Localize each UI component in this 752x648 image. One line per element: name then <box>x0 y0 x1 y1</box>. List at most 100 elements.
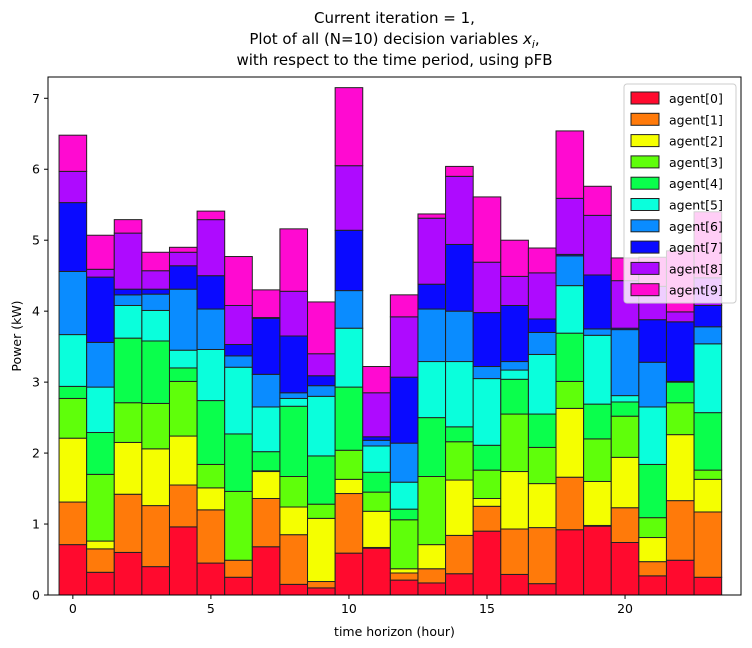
bar-segment-agent3-hour-19 <box>583 438 612 482</box>
bar-segment-agent6-hour-17 <box>527 331 557 355</box>
bar-segment-agent7-hour-8 <box>279 335 309 394</box>
bar-segment-agent3-hour-4 <box>168 380 198 437</box>
bar-segment-agent4-hour-20 <box>610 401 640 417</box>
bar-segment-agent0-hour-14 <box>445 573 474 596</box>
bar-segment-agent5-hour-10 <box>334 327 364 388</box>
bar-segment-agent0-hour-13 <box>417 582 447 596</box>
bar-segment-agent9-hour-4 <box>168 246 198 253</box>
bar-segment-agent9-hour-9 <box>307 301 336 355</box>
bar-segment-agent0-hour-0 <box>58 544 88 596</box>
bar-segment-agent2-hour-16 <box>500 471 529 530</box>
bar-segment-agent3-hour-17 <box>527 446 557 485</box>
bar-segment-agent4-hour-14 <box>445 426 474 443</box>
chart-title: Current iteration = 1, Plot of all (N=10)… <box>236 9 552 69</box>
bar-segment-agent7-hour-1 <box>86 276 115 343</box>
bar-segment-agent8-hour-12 <box>389 316 419 378</box>
bar-segment-agent8-hour-16 <box>500 275 529 306</box>
bar-segment-agent4-hour-3 <box>141 340 170 404</box>
bar-segment-agent7-hour-5 <box>196 275 226 310</box>
bar-segment-agent9-hour-11 <box>362 366 391 394</box>
bar-segment-agent3-hour-0 <box>58 397 88 439</box>
bar-segment-agent1-hour-3 <box>141 505 170 568</box>
x-tick-label: 20 <box>617 601 633 616</box>
bar-segment-agent7-hour-6 <box>224 344 253 357</box>
legend-swatch <box>630 112 660 126</box>
bar-segment-agent2-hour-0 <box>58 437 88 503</box>
bar-segment-agent4-hour-0 <box>58 385 88 399</box>
bar-segment-agent6-hour-20 <box>610 329 640 397</box>
bar-segment-agent0-hour-6 <box>224 576 253 596</box>
bar-segment-agent2-hour-14 <box>445 479 474 536</box>
bar-segment-agent7-hour-4 <box>168 265 198 290</box>
bar-segment-agent7-hour-21 <box>638 319 667 363</box>
bar-segment-agent9-hour-7 <box>251 289 281 319</box>
bar-segment-agent2-hour-18 <box>555 407 585 478</box>
bar-segment-agent9-hour-19 <box>583 185 612 216</box>
bar-segment-agent8-hour-15 <box>472 261 502 314</box>
bar-segment-agent1-hour-21 <box>638 561 667 577</box>
legend-swatch <box>630 134 660 148</box>
bar-segment-agent3-hour-3 <box>141 402 170 450</box>
bar-segment-agent4-hour-11 <box>362 471 391 493</box>
legend-label: agent[4] <box>669 176 723 191</box>
bar-segment-agent0-hour-3 <box>141 566 170 596</box>
bar-segment-agent3-hour-22 <box>665 402 695 436</box>
bar-segment-agent3-hour-12 <box>389 519 419 570</box>
bar-segment-agent7-hour-15 <box>472 312 502 368</box>
legend-swatch <box>630 198 660 211</box>
bar-segment-agent7-hour-16 <box>500 304 529 363</box>
bar-segment-agent8-hour-3 <box>141 270 170 290</box>
bar-segment-agent3-hour-20 <box>610 415 640 458</box>
bar-segment-agent0-hour-8 <box>279 583 309 596</box>
bar-segment-agent4-hour-2 <box>113 337 143 404</box>
bar-segment-agent5-hour-23 <box>693 343 723 414</box>
bar-segment-agent8-hour-10 <box>334 165 364 231</box>
bar-segment-agent2-hour-12 <box>389 568 419 574</box>
y-tick-label: 6 <box>32 162 40 177</box>
bar-segment-agent7-hour-10 <box>334 229 364 292</box>
bar-segment-agent9-hour-8 <box>279 228 309 292</box>
y-axis-ticks: 0 1 2 3 4 5 6 7 <box>32 91 48 603</box>
bar-segment-agent9-hour-3 <box>141 251 170 272</box>
bar-segment-agent5-hour-20 <box>610 395 640 403</box>
bar-segment-agent8-hour-13 <box>417 217 447 285</box>
bar-segment-agent3-hour-18 <box>555 380 585 409</box>
bar-segment-agent2-hour-10 <box>334 478 364 495</box>
bar-segment-agent6-hour-6 <box>224 355 253 368</box>
bar-segment-agent2-hour-17 <box>527 483 557 529</box>
bar-segment-agent8-hour-18 <box>555 197 585 255</box>
bar-segment-agent7-hour-7 <box>251 317 281 375</box>
bar-segment-agent2-hour-22 <box>665 434 695 502</box>
x-axis-ticks: 0 5 10 15 20 <box>69 595 633 616</box>
y-tick-label: 4 <box>32 304 40 319</box>
bar-segment-agent4-hour-23 <box>693 412 723 471</box>
bar-segment-agent3-hour-1 <box>86 473 115 542</box>
x-tick-label: 10 <box>341 601 357 616</box>
bar-segment-agent4-hour-6 <box>224 433 253 492</box>
bar-segment-agent0-hour-19 <box>583 525 612 596</box>
bar-segment-agent1-hour-6 <box>224 559 253 578</box>
bar-segment-agent9-hour-15 <box>472 196 502 263</box>
bar-segment-agent0-hour-22 <box>665 559 695 596</box>
bar-segment-agent1-hour-10 <box>334 493 364 554</box>
chart-title-line-3: with respect to the time period, using p… <box>236 51 552 69</box>
bar-segment-agent2-hour-19 <box>583 480 612 526</box>
bar-segment-agent3-hour-11 <box>362 491 391 512</box>
bar-segment-agent0-hour-17 <box>527 583 557 596</box>
legend-swatch <box>630 240 660 254</box>
bar-segment-agent0-hour-2 <box>113 551 143 596</box>
x-axis-label: time horizon (hour) <box>334 624 455 639</box>
bar-segment-agent9-hour-10 <box>334 87 364 167</box>
bar-segment-agent2-hour-8 <box>279 506 309 536</box>
bar-segment-agent9-hour-17 <box>527 247 557 274</box>
bar-segment-agent1-hour-4 <box>168 484 198 528</box>
bar-segment-agent2-hour-13 <box>417 544 447 570</box>
bar-segment-agent5-hour-8 <box>279 397 309 407</box>
y-tick-label: 1 <box>32 517 40 532</box>
bar-segment-agent0-hour-9 <box>307 587 336 596</box>
legend-swatch <box>630 91 660 105</box>
bar-segment-agent4-hour-7 <box>251 451 281 472</box>
bar-segment-agent4-hour-10 <box>334 386 364 451</box>
bar-segment-agent4-hour-1 <box>86 432 115 475</box>
